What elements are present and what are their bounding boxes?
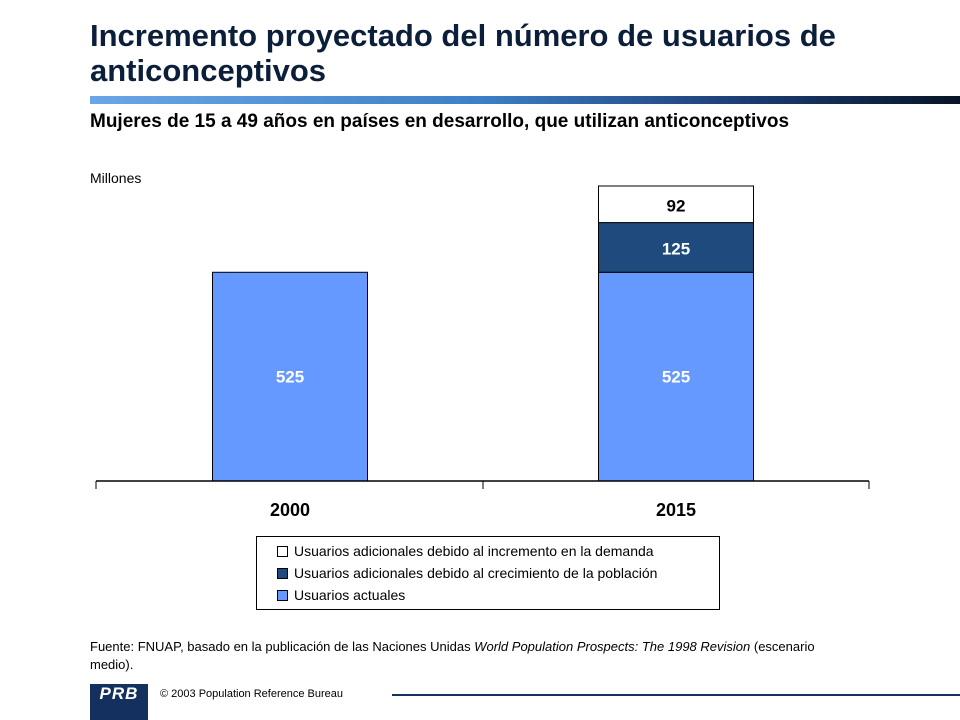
data-label: 525: [276, 368, 304, 387]
source-text: Fuente: FNUAP, basado en la publicación …: [90, 639, 475, 654]
legend-label: Usuarios actuales: [294, 587, 406, 603]
title-divider: [90, 96, 960, 104]
source-text-end: (escenario medio).: [90, 639, 815, 672]
stacked-bar-chart: 525 525 125 92 2000 2015: [95, 185, 870, 520]
legend-item-demand: Usuarios adicionales debido al increment…: [277, 540, 719, 562]
legend-item-population: Usuarios adicionales debido al crecimien…: [277, 562, 719, 584]
legend-label: Usuarios adicionales debido al crecimien…: [294, 565, 658, 581]
legend-swatch: [277, 567, 288, 579]
legend-swatch: [277, 589, 288, 601]
footer-divider: [392, 694, 960, 696]
chart-legend: Usuarios adicionales debido al increment…: [256, 536, 720, 610]
x-tick-label: 2000: [270, 500, 310, 520]
bar-segment: [598, 222, 754, 273]
legend-label: Usuarios adicionales debido al increment…: [294, 543, 654, 559]
source-note: Fuente: FNUAP, basado en la publicación …: [90, 638, 850, 674]
source-publication: World Population Prospects: The 1998 Rev…: [474, 639, 751, 654]
chart-subtitle: Mujeres de 15 a 49 años en países en des…: [90, 111, 790, 132]
data-label: 125: [662, 239, 690, 258]
x-tick-label: 2015: [656, 500, 696, 520]
legend-item-current: Usuarios actuales: [277, 584, 719, 606]
units-label: Millones: [90, 170, 142, 186]
copyright-text: © 2003 Population Reference Bureau: [160, 688, 344, 700]
data-label: 92: [667, 196, 686, 215]
bar-segment: [598, 271, 754, 482]
page-title: Incremento proyectado del número de usua…: [90, 18, 836, 88]
legend-swatch: [277, 545, 288, 557]
bar-segment: [598, 185, 754, 224]
data-label: 525: [662, 368, 690, 387]
prb-logo: PRB: [90, 684, 148, 720]
